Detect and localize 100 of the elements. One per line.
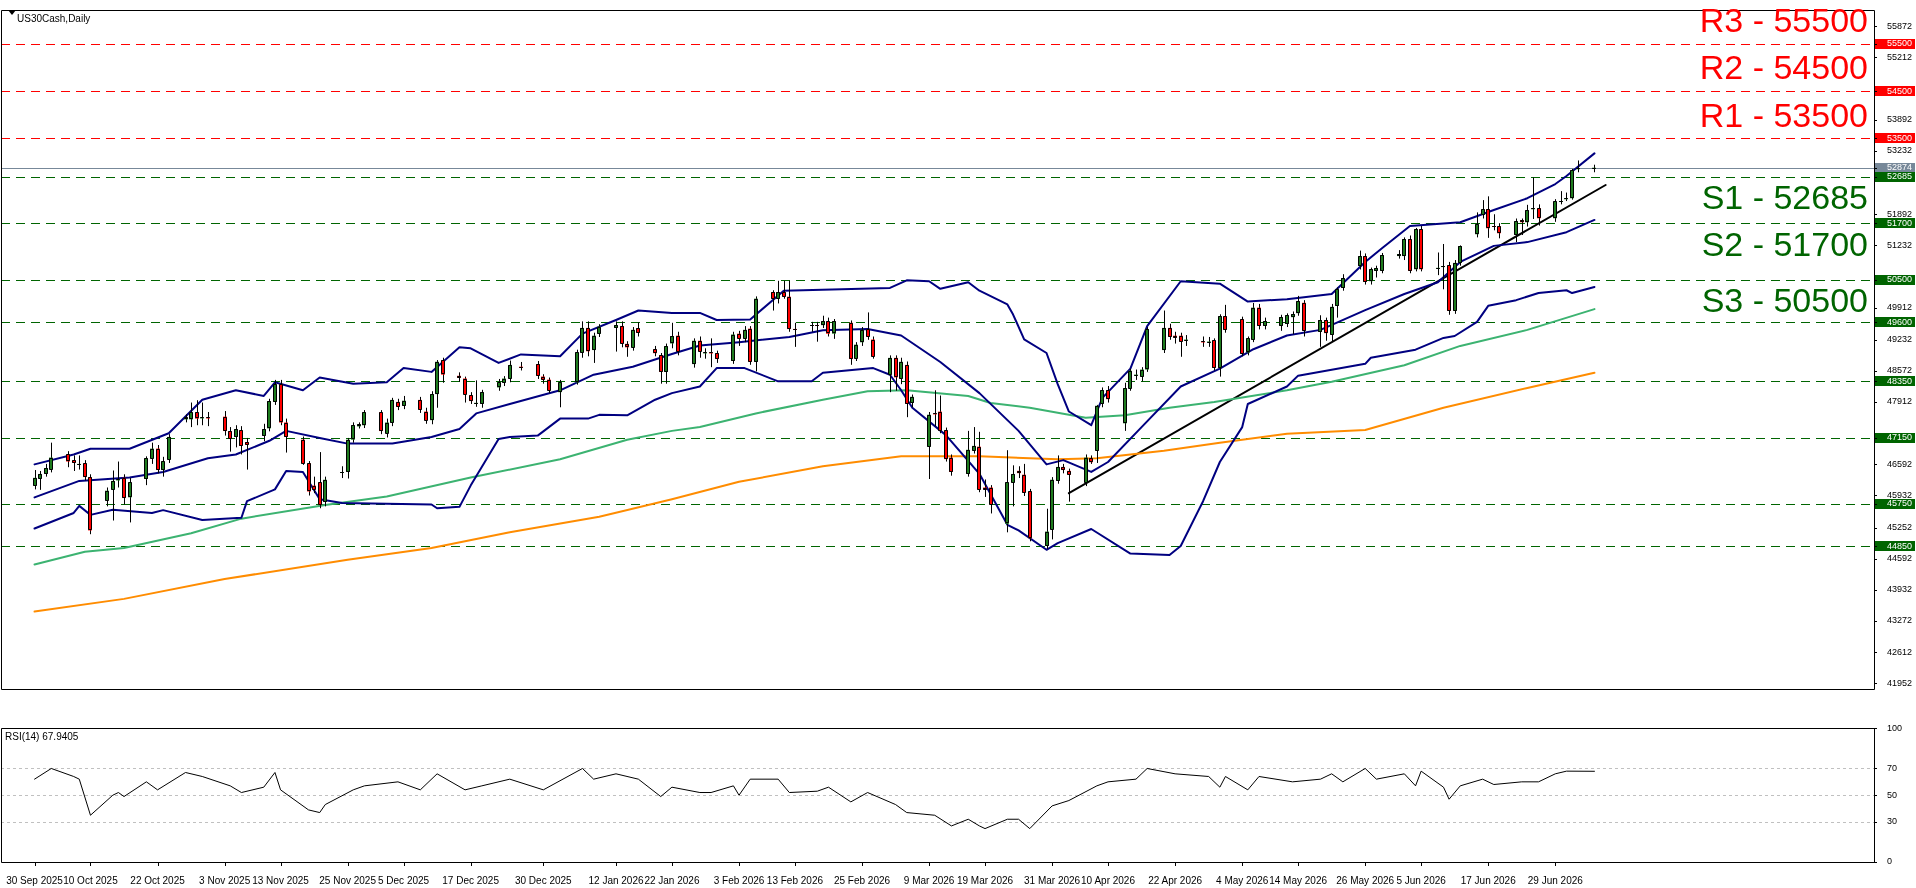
candlestick	[938, 394, 942, 434]
candlestick	[284, 418, 288, 454]
y-tick-label: 54500	[1887, 85, 1913, 96]
y-tick-label: 45750	[1887, 498, 1913, 509]
candlestick	[245, 437, 249, 471]
y-tick-label: 30	[1887, 816, 1898, 827]
candlestick	[508, 360, 512, 383]
candlestick	[430, 390, 434, 425]
candlestick	[1179, 332, 1183, 358]
candlestick	[989, 484, 993, 514]
y-tick-label: 50500	[1887, 274, 1913, 285]
candlestick	[1045, 508, 1049, 550]
x-tick-label: 3 Nov 2025	[199, 874, 251, 886]
candlestick	[128, 477, 132, 523]
y-tick-label: 53232	[1887, 145, 1913, 156]
candlestick	[754, 295, 758, 372]
candlestick	[1291, 310, 1295, 335]
candlestick	[223, 410, 227, 437]
candlestick	[122, 473, 126, 505]
candlestick	[966, 430, 970, 478]
x-tick-label: 3 Feb 2026	[713, 874, 765, 886]
candlestick	[1011, 464, 1015, 507]
y-tick-label: 42612	[1887, 646, 1913, 657]
y-tick-label: 52874	[1887, 162, 1913, 173]
candlestick	[927, 411, 931, 480]
candlestick	[1553, 198, 1557, 223]
candlestick	[1028, 488, 1032, 542]
x-tick-label: 5 Dec 2025	[377, 874, 430, 886]
candlestick	[435, 359, 439, 409]
candlestick	[385, 418, 389, 438]
candlestick	[1458, 244, 1462, 267]
y-tick-label: 70	[1887, 762, 1898, 773]
candlestick	[866, 311, 870, 341]
candlestick	[1100, 386, 1104, 408]
candlestick	[815, 321, 819, 343]
candlestick	[888, 354, 892, 393]
candlestick	[267, 398, 271, 432]
candlestick	[1514, 218, 1518, 243]
y-tick-label: 49912	[1887, 302, 1913, 313]
y-tick-label: 45932	[1887, 489, 1913, 500]
y-tick-label: 53500	[1887, 132, 1913, 143]
ref-line-label: R1 - 53500	[1699, 95, 1868, 134]
candlestick	[1050, 476, 1054, 540]
candlestick	[273, 379, 277, 406]
y-tick-label: 44850	[1887, 540, 1913, 551]
candlestick	[1162, 310, 1166, 354]
candlestick	[860, 326, 864, 347]
candlestick	[1570, 168, 1574, 201]
y-tick-label: 48572	[1887, 365, 1913, 376]
ref-line-label: S3 - 50500	[1701, 281, 1868, 320]
candlestick	[676, 331, 680, 356]
candlestick	[698, 335, 702, 359]
x-tick-label: 26 May 2026	[1336, 874, 1395, 886]
candlestick	[144, 455, 148, 486]
y-tick-label: 55212	[1887, 51, 1913, 62]
y-tick-label: 55500	[1887, 38, 1913, 49]
candlestick	[88, 473, 92, 535]
x-tick-label: 9 Mar 2026	[903, 874, 955, 886]
x-tick-label: 25 Feb 2026	[833, 874, 891, 886]
candlestick	[983, 478, 987, 498]
x-tick-label: 22 Jan 2026	[644, 874, 700, 886]
y-tick-label: 51232	[1887, 239, 1913, 250]
candlestick	[390, 397, 394, 427]
chart-title: RSI(14) 67.9405	[5, 731, 79, 743]
candlestick	[1330, 303, 1334, 342]
candlestick	[463, 376, 467, 404]
x-tick-label: 13 Feb 2026	[766, 874, 824, 886]
y-tick-label: 44592	[1887, 553, 1913, 564]
candlestick	[586, 320, 590, 357]
candlestick	[1324, 317, 1328, 342]
candlestick	[195, 399, 199, 426]
chart-title: US30Cash,Daily	[17, 13, 91, 25]
y-tick-label: 47150	[1887, 432, 1913, 443]
candlestick	[620, 320, 624, 348]
candlestick	[1212, 337, 1216, 371]
candlestick	[1257, 303, 1261, 330]
candlestick	[301, 436, 305, 466]
x-tick-label: 29 Jun 2026	[1527, 874, 1584, 886]
candlestick	[1537, 203, 1541, 227]
x-tick-label: 25 Nov 2025	[319, 874, 377, 886]
candlestick	[279, 379, 283, 426]
candlestick	[692, 337, 696, 369]
y-tick-label: 100	[1887, 722, 1903, 733]
x-tick-label: 19 Mar 2026	[956, 874, 1014, 886]
candlestick	[731, 331, 735, 365]
y-tick-label: 50	[1887, 789, 1898, 800]
candlestick	[1095, 404, 1099, 464]
y-tick-label: 49232	[1887, 334, 1913, 345]
x-tick-label: 14 May 2026	[1269, 874, 1328, 886]
x-tick-label: 4 May 2026	[1216, 874, 1269, 886]
y-tick-label: 43932	[1887, 584, 1913, 595]
candlestick	[787, 280, 791, 333]
y-tick-label: 51892	[1887, 208, 1913, 219]
ref-line-label: R3 - 55500	[1699, 1, 1868, 40]
candlestick	[340, 465, 344, 479]
candlestick	[379, 409, 383, 435]
candlestick	[1296, 295, 1300, 317]
x-tick-label: 10 Oct 2025	[63, 874, 119, 886]
candlestick	[441, 357, 445, 384]
candlestick	[1240, 316, 1244, 357]
